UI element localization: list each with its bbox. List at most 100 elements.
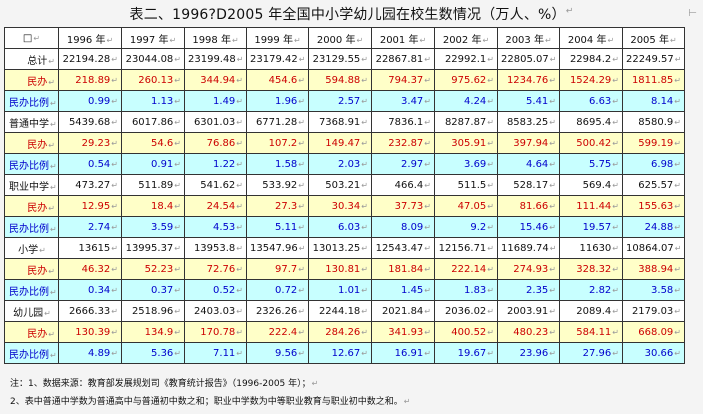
- value-cell: 13995.37↵: [121, 237, 185, 259]
- value-cell: 54.6↵: [121, 132, 185, 154]
- table-row: 民办↵ 130.39↵ 134.9↵ 170.78↵ 222.4↵ 284.26↵ 341.…: [4, 321, 685, 343]
- value-cell: 97.7↵: [246, 258, 309, 280]
- table-row: 幼儿园↵ 2666.33↵ 2518.96↵ 2403.03↵ 2326.26↵ 2244…: [4, 300, 685, 322]
- value-cell: 1.58↵: [246, 153, 309, 175]
- value-cell: 1811.85↵: [622, 69, 685, 91]
- table-row: 民办↵ 46.32↵ 52.23↵ 72.76↵ 97.7↵ 130.81↵ 181.84↵…: [4, 258, 685, 280]
- value-cell: 1.49↵: [184, 90, 247, 112]
- value-cell: 3.47↵: [371, 90, 435, 112]
- value-cell: 1.13↵: [121, 90, 185, 112]
- value-cell: 1234.76↵: [497, 69, 560, 91]
- table-title-text: 表二、1996?D2005 年全国中小学幼儿园在校生数情况（万人、%）: [129, 7, 566, 23]
- value-cell: 260.13↵: [121, 69, 185, 91]
- value-cell: 23.96↵: [497, 342, 560, 364]
- value-cell: 72.76↵: [184, 258, 247, 280]
- value-cell: 2.35↵: [497, 279, 560, 301]
- value-cell: 29.23↵: [58, 132, 122, 154]
- value-cell: 5439.68↵: [58, 111, 122, 133]
- value-cell: 584.11↵: [559, 321, 623, 343]
- table-body: □↵ 1996 年↵ 1997 年↵ 1998 年↵ 1999 年↵ 2000 …: [4, 27, 685, 364]
- value-cell: 13547.96↵: [246, 237, 309, 259]
- value-cell: 794.37↵: [371, 69, 435, 91]
- year-header: 2005 年↵: [622, 27, 685, 49]
- value-cell: 22992.1↵: [434, 48, 498, 70]
- data-table: □↵ 1996 年↵ 1997 年↵ 1998 年↵ 1999 年↵ 2000 …: [4, 27, 685, 364]
- value-cell: 2021.84↵: [371, 300, 435, 322]
- year-header: 2000 年↵: [308, 27, 372, 49]
- value-cell: 1.96↵: [246, 90, 309, 112]
- year-header: 2004 年↵: [559, 27, 623, 49]
- table-row: 民办↵ 218.89↵ 260.13↵ 344.94↵ 454.6↵ 594.88↵ 794…: [4, 69, 685, 91]
- table-row: 民办比例↵ 2.74↵ 3.59↵ 4.53↵ 5.11↵ 6.03↵ 8.09↵ 9.2↵ 1…: [4, 216, 685, 238]
- value-cell: 0.52↵: [184, 279, 247, 301]
- corner-cell: □↵: [4, 27, 59, 49]
- value-cell: 7.11↵: [184, 342, 247, 364]
- value-cell: 5.11↵: [246, 216, 309, 238]
- value-cell: 8.14↵: [622, 90, 685, 112]
- value-cell: 454.6↵: [246, 69, 309, 91]
- value-cell: 594.88↵: [308, 69, 372, 91]
- value-cell: 0.34↵: [58, 279, 122, 301]
- value-cell: 284.26↵: [308, 321, 372, 343]
- table-row: 职业中学↵ 473.27↵ 511.89↵ 541.62↵ 533.92↵ 503.21↵…: [4, 174, 685, 196]
- value-cell: 23179.42↵: [246, 48, 309, 70]
- value-cell: 27.3↵: [246, 195, 309, 217]
- row-label: 民办↵: [4, 195, 59, 217]
- row-label: 民办↵: [4, 321, 59, 343]
- value-cell: 9.56↵: [246, 342, 309, 364]
- row-label: 民办比例↵: [4, 216, 59, 238]
- value-cell: 569.4↵: [559, 174, 623, 196]
- value-cell: 130.81↵: [308, 258, 372, 280]
- value-cell: 5.36↵: [121, 342, 185, 364]
- corner-mark-icon: ⊢: [688, 8, 697, 19]
- year-header: 2002 年↵: [434, 27, 498, 49]
- value-cell: 27.96↵: [559, 342, 623, 364]
- value-cell: 2179.03↵: [622, 300, 685, 322]
- value-cell: 19.67↵: [434, 342, 498, 364]
- value-cell: 2403.03↵: [184, 300, 247, 322]
- value-cell: 181.84↵: [371, 258, 435, 280]
- value-cell: 15.46↵: [497, 216, 560, 238]
- value-cell: 2244.18↵: [308, 300, 372, 322]
- value-cell: 2518.96↵: [121, 300, 185, 322]
- value-cell: 12.95↵: [58, 195, 122, 217]
- row-label: 普通中学↵: [4, 111, 59, 133]
- year-header: 1997 年↵: [121, 27, 185, 49]
- table-row: 民办↵ 12.95↵ 18.4↵ 24.54↵ 27.3↵ 30.34↵ 37.73↵ 47.…: [4, 195, 685, 217]
- value-cell: 1.01↵: [308, 279, 372, 301]
- value-cell: 473.27↵: [58, 174, 122, 196]
- value-cell: 503.21↵: [308, 174, 372, 196]
- value-cell: 22984.2↵: [559, 48, 623, 70]
- year-header: 1996 年↵: [58, 27, 122, 49]
- value-cell: 12156.71↵: [434, 237, 498, 259]
- value-cell: 8695.4↵: [559, 111, 623, 133]
- value-cell: 388.94↵: [622, 258, 685, 280]
- value-cell: 397.94↵: [497, 132, 560, 154]
- value-cell: 4.89↵: [58, 342, 122, 364]
- value-cell: 30.34↵: [308, 195, 372, 217]
- value-cell: 533.92↵: [246, 174, 309, 196]
- value-cell: 19.57↵: [559, 216, 623, 238]
- value-cell: 24.54↵: [184, 195, 247, 217]
- value-cell: 81.66↵: [497, 195, 560, 217]
- value-cell: 599.19↵: [622, 132, 685, 154]
- value-cell: 274.93↵: [497, 258, 560, 280]
- value-cell: 3.58↵: [622, 279, 685, 301]
- value-cell: 30.66↵: [622, 342, 685, 364]
- value-cell: 0.54↵: [58, 153, 122, 175]
- row-label: 民办比例↵: [4, 153, 59, 175]
- value-cell: 10864.07↵: [622, 237, 685, 259]
- value-cell: 541.62↵: [184, 174, 247, 196]
- value-cell: 149.47↵: [308, 132, 372, 154]
- value-cell: 2036.02↵: [434, 300, 498, 322]
- value-cell: 76.86↵: [184, 132, 247, 154]
- value-cell: 222.4↵: [246, 321, 309, 343]
- table-row: 民办比例↵ 4.89↵ 5.36↵ 7.11↵ 9.56↵ 12.67↵ 16.91↵ 19.…: [4, 342, 685, 364]
- value-cell: 130.39↵: [58, 321, 122, 343]
- year-header: 1999 年↵: [246, 27, 309, 49]
- value-cell: 111.44↵: [559, 195, 623, 217]
- table-row: 普通中学↵ 5439.68↵ 6017.86↵ 6301.03↵ 6771.28↵ 736…: [4, 111, 685, 133]
- value-cell: 218.89↵: [58, 69, 122, 91]
- row-label: 总计↵: [4, 48, 59, 70]
- value-cell: 0.91↵: [121, 153, 185, 175]
